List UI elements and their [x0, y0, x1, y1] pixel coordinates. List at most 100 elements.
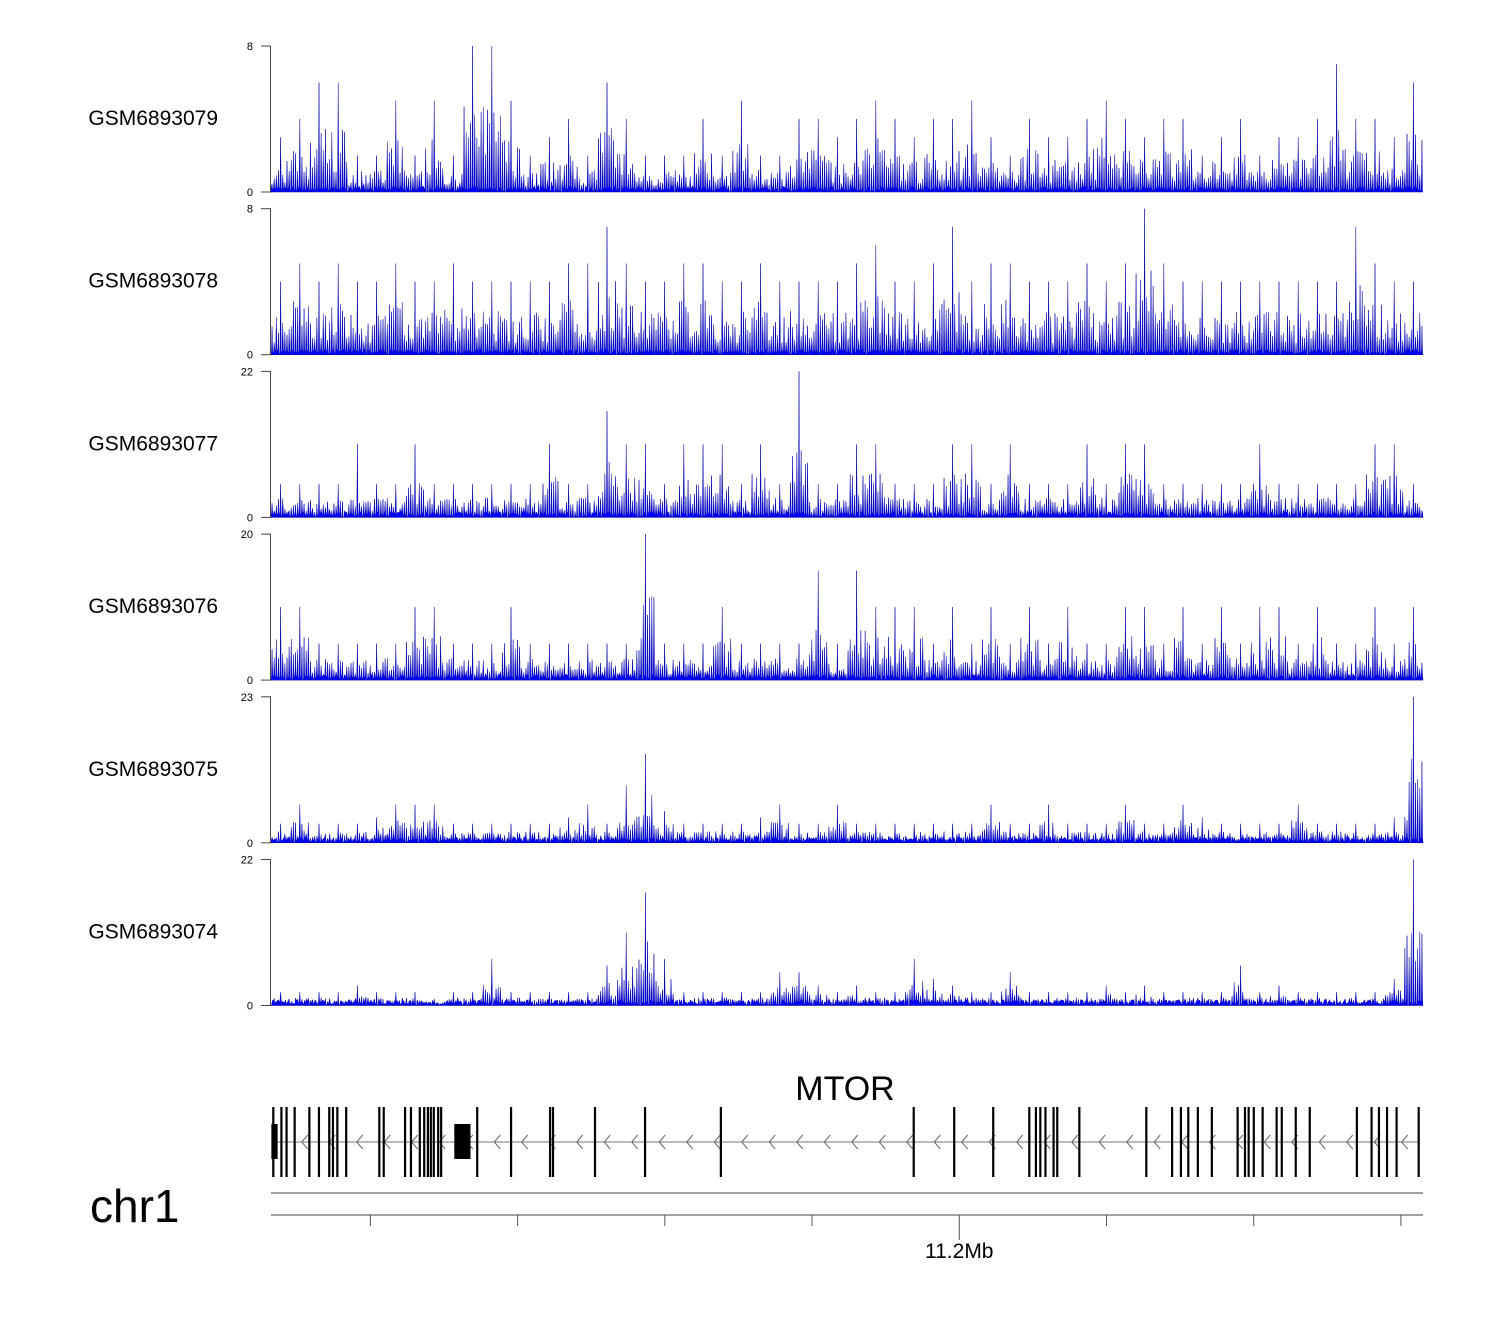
signal-bin — [558, 992, 579, 1006]
signal-bin — [577, 804, 598, 844]
strand-arrow-icon — [1153, 1134, 1161, 1150]
signal-bin — [1057, 484, 1078, 518]
y-tick-label-max: 8 — [247, 41, 253, 53]
exon-block — [454, 1124, 471, 1159]
signal-bin — [885, 484, 905, 518]
signal-bin — [1096, 484, 1117, 518]
signal-bin — [405, 281, 425, 355]
signal-bin — [1249, 281, 1270, 355]
signal-bin — [577, 263, 598, 356]
signal-bin — [309, 281, 329, 355]
exon — [1261, 1107, 1264, 1177]
signal-bin — [1153, 992, 1174, 1006]
signal-bin — [1269, 985, 1289, 1006]
signal-bin — [808, 281, 829, 355]
signal-bin — [462, 45, 483, 193]
signal-bin — [1057, 281, 1078, 356]
signal-bin — [1211, 607, 1232, 681]
axis-tick-label: 11.2Mb — [925, 1240, 994, 1263]
signal-bin — [1364, 118, 1385, 193]
signal-bin — [769, 155, 790, 193]
signal-bin — [1115, 804, 1136, 844]
signal-bin — [654, 484, 675, 518]
signal-bin — [865, 444, 886, 518]
signal-bin — [942, 607, 963, 681]
strand-arrow-icon — [961, 1134, 969, 1150]
signal-bin — [808, 484, 829, 518]
signal-bin — [424, 281, 445, 356]
signal-bin — [577, 155, 598, 193]
signal-bin — [750, 643, 771, 681]
exon — [1034, 1107, 1038, 1177]
signal-bin — [616, 643, 637, 681]
strand-arrow-icon — [658, 1134, 666, 1150]
exon — [331, 1107, 335, 1177]
signal-bin — [1345, 823, 1366, 844]
signal-bin — [846, 823, 867, 844]
strand-arrow-icon — [1401, 1134, 1409, 1150]
exon — [1308, 1107, 1311, 1177]
signal-bin — [270, 992, 291, 1006]
signal-bin — [309, 992, 329, 1007]
exon — [548, 1107, 552, 1177]
exon — [418, 1107, 421, 1177]
signal-bin — [654, 959, 675, 1006]
signal-bin — [443, 484, 464, 518]
signal-bin — [693, 263, 713, 356]
signal-bin — [309, 484, 329, 518]
signal-bin — [309, 82, 329, 193]
strand-arrow-icon — [823, 1134, 831, 1150]
signal-bin — [289, 484, 310, 518]
signal-bin — [443, 643, 464, 681]
signal-bin — [808, 118, 828, 193]
signal-bin — [865, 607, 886, 681]
signal-bin — [558, 484, 579, 518]
signal-bin — [1115, 118, 1136, 193]
signal-bin — [1000, 444, 1021, 518]
signal-bin — [904, 959, 925, 1006]
signal-bin — [904, 137, 924, 193]
signal-bin — [1249, 607, 1270, 681]
signal-bin — [597, 411, 617, 518]
signal-bin — [1115, 444, 1136, 518]
signal-bin — [673, 444, 694, 518]
signal-bin — [462, 281, 483, 355]
signal-bin — [347, 281, 368, 355]
track-GSM6893077: GSM6893077 22 0 — [88, 366, 1424, 524]
signal-bin — [1077, 992, 1097, 1006]
signal-bin — [1365, 992, 1385, 1006]
signal-bin — [328, 992, 349, 1006]
signal-bin — [289, 607, 310, 681]
track-GSM6893076: GSM6893076 20 0 — [88, 529, 1424, 687]
signal-bin — [366, 992, 387, 1006]
signal-bin — [289, 263, 310, 355]
signal-bin — [347, 155, 368, 193]
signal-bin — [884, 992, 905, 1007]
signal-bin — [731, 484, 752, 518]
signal-bin — [885, 118, 905, 193]
signal-bin — [846, 985, 867, 1006]
signal-bin — [1077, 118, 1097, 193]
signal-bin — [328, 643, 349, 681]
signal-bin — [712, 155, 733, 193]
exon — [429, 1107, 432, 1177]
exon — [1294, 1107, 1297, 1177]
signal-bin — [942, 985, 963, 1006]
signal-bin — [347, 985, 368, 1006]
signal-bin — [731, 823, 752, 844]
signal-bin — [1211, 137, 1232, 193]
signal-bin — [635, 892, 656, 1007]
exon — [1179, 1107, 1183, 1177]
strand-arrow-icon — [1318, 1134, 1326, 1150]
track-label: GSM6893079 — [88, 107, 218, 130]
signal-bin — [923, 823, 944, 844]
chromosome-label: chr1 — [90, 1180, 179, 1232]
signal-bin — [1038, 804, 1059, 844]
signal-bin — [1000, 823, 1021, 844]
exon — [382, 1107, 385, 1177]
signal-bin — [1077, 263, 1097, 355]
strand-arrow-icon — [878, 1134, 886, 1150]
strand-arrow-icon — [686, 1134, 694, 1150]
signal-bin — [501, 823, 521, 844]
